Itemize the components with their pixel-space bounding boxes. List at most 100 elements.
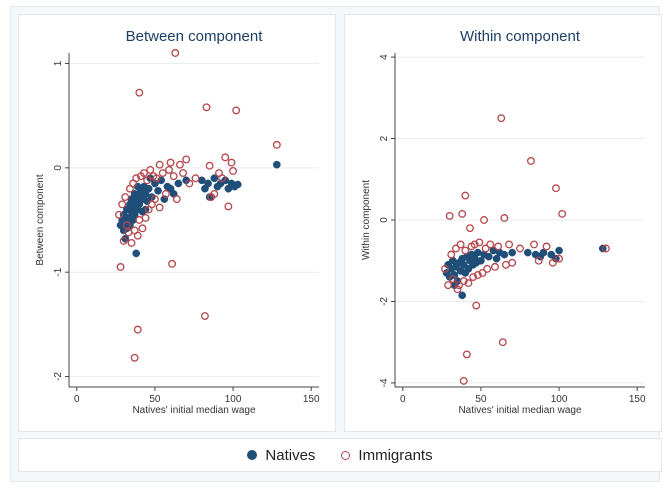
between-immigrants-point	[143, 176, 152, 185]
within-natives-point	[500, 250, 509, 259]
within-immigrants-point	[481, 244, 490, 253]
legend-marker-immigrants	[341, 450, 351, 460]
between-immigrants-point	[127, 239, 136, 247]
between-natives-point	[174, 179, 183, 188]
within-immigrants-point	[472, 301, 481, 310]
within-immigrants-point	[464, 279, 473, 288]
between-immigrants-point	[150, 195, 159, 204]
within-immigrants-point	[497, 114, 506, 123]
within-immigrants-point	[469, 273, 478, 281]
legend-item-natives: Natives	[247, 447, 315, 464]
between-immigrants-point	[168, 259, 177, 268]
legend-label-immigrants: Immigrants	[358, 446, 433, 464]
between-immigrants-point	[155, 160, 164, 169]
within-immigrants-point	[548, 258, 557, 267]
between-immigrants-point	[158, 169, 167, 177]
between-component-panel: Between component 1 0 -1 -2 0 50 100 150 Natives'…	[18, 14, 336, 432]
within-immigrants-point	[534, 256, 543, 265]
between-immigrants-point	[161, 189, 170, 198]
within-natives-point	[484, 252, 493, 261]
within-x-tick-label: 0	[400, 394, 406, 405]
between-immigrants-point	[272, 140, 281, 149]
within-component-panel: Within component 4 2 0 -2 -4 0 50 100 150 Natives'…	[344, 14, 662, 432]
within-immigrants-point	[555, 254, 564, 263]
within-immigrants-point	[461, 191, 470, 200]
legend-marker-natives	[247, 450, 258, 460]
within-immigrants-point	[530, 240, 539, 249]
between-immigrants-point	[171, 49, 180, 57]
between-immigrants-point	[138, 224, 147, 233]
between-y-tick-label: 1	[53, 60, 64, 66]
within-immigrants-point	[601, 244, 610, 253]
between-immigrants-point	[116, 263, 125, 271]
within-y-tick-label: -4	[379, 378, 390, 387]
within-immigrants-point	[500, 214, 509, 222]
between-natives-point	[154, 186, 162, 195]
between-immigrants-point	[227, 158, 236, 167]
within-x-tick-label: 50	[475, 394, 487, 405]
within-immigrants-point	[483, 264, 492, 273]
within-natives-point	[539, 248, 548, 257]
between-immigrants-point	[224, 202, 233, 211]
between-immigrants-point	[185, 179, 194, 188]
within-immigrants-point	[462, 350, 471, 359]
within-y-tick-label: 0	[379, 217, 390, 223]
within-immigrants-point	[494, 242, 503, 251]
between-immigrants-point	[169, 172, 178, 181]
between-immigrants-point	[118, 200, 127, 209]
within-immigrants-point	[473, 271, 482, 279]
between-natives-point	[132, 249, 141, 258]
within-x-tick-label: 150	[629, 394, 646, 405]
within-immigrants-point	[478, 269, 487, 277]
within-immigrants-point	[498, 338, 507, 347]
between-immigrants-point	[155, 203, 164, 212]
within-immigrants-point	[480, 216, 489, 224]
between-immigrants-point	[115, 210, 123, 219]
within-immigrants-point	[455, 281, 464, 290]
within-y-tick-label: -2	[379, 297, 390, 306]
between-y-axis-title: Between component	[35, 174, 46, 265]
within-immigrants-point	[444, 281, 453, 290]
within-immigrants-point	[551, 184, 560, 193]
between-y-tick-label: -2	[53, 372, 64, 381]
between-x-tick-label: 100	[225, 394, 242, 405]
legend-label-natives: Natives	[265, 446, 316, 464]
between-immigrants-point	[135, 88, 144, 97]
legend: Natives Immigrants	[18, 438, 662, 472]
between-immigrants-point	[119, 236, 128, 245]
within-immigrants-point	[542, 242, 551, 251]
within-immigrants-point	[461, 246, 470, 255]
within-component-chart: Within component 4 2 0 -2 -4 0 50 100 150 Natives'…	[361, 28, 646, 416]
within-immigrants-point	[447, 250, 456, 259]
within-immigrants-point	[466, 224, 474, 233]
between-natives-point	[204, 179, 212, 188]
between-immigrants-point	[122, 221, 131, 230]
within-immigrants-point	[475, 238, 484, 247]
within-immigrants-point	[459, 376, 468, 385]
within-immigrants-point	[456, 240, 465, 249]
within-immigrants-point	[558, 209, 567, 218]
between-y-tick-label: -1	[53, 267, 64, 276]
between-immigrants-point	[146, 165, 155, 174]
between-immigrants-point	[140, 169, 148, 177]
within-y-tick-label: 2	[379, 135, 390, 141]
between-immigrants-point	[133, 231, 142, 240]
within-immigrants-point	[508, 258, 517, 267]
within-immigrants-point	[441, 264, 449, 273]
between-y-tick-label: 0	[53, 165, 64, 171]
between-natives-point	[233, 180, 242, 189]
within-immigrants-point	[516, 244, 524, 253]
within-immigrants-point	[458, 209, 467, 218]
within-natives-point	[492, 254, 501, 263]
between-x-tick-label: 50	[149, 394, 161, 405]
within-natives-point	[523, 248, 532, 257]
within-natives-point	[472, 258, 481, 267]
between-natives-point	[272, 160, 281, 169]
within-immigrants-point	[486, 240, 495, 249]
between-immigrants-point	[221, 153, 230, 162]
between-natives-point	[210, 174, 219, 183]
between-immigrants-point	[202, 103, 211, 112]
between-immigrants-point	[141, 213, 150, 222]
within-natives-point	[450, 271, 459, 279]
